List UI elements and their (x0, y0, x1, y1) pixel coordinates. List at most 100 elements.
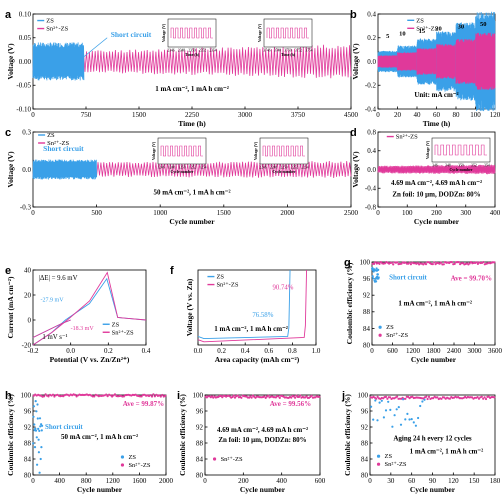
y-tick-label: 96 (196, 407, 204, 415)
data-point (113, 393, 117, 396)
data-point (370, 405, 373, 408)
data-point (161, 393, 164, 397)
y-tick-label: -0.3 (20, 203, 32, 211)
inset-tick-label: 1246 (157, 166, 164, 170)
data-point (372, 277, 375, 280)
data-point (483, 396, 486, 399)
inset-tick-label: 1252 (189, 166, 196, 170)
y-tick-label: 0.2 (367, 34, 376, 42)
legend-label: ZS (385, 453, 393, 460)
y-tick-label: 96 (24, 407, 32, 415)
y-axis-label: Coulombic efficiency (%) (6, 394, 15, 476)
x-tick-label: 1.0 (312, 347, 321, 355)
x-tick-label: 0 (376, 111, 380, 119)
x-axis-label: Time (h) (178, 119, 206, 128)
data-point (297, 395, 300, 399)
short-circuit-label: Short circuit (389, 273, 427, 281)
x-axis-label: Cycle number (410, 485, 456, 494)
data-point (264, 396, 267, 399)
x-tick-label: 0.4 (142, 347, 151, 355)
legend-label: Sn²⁺-ZS (128, 462, 150, 469)
y-tick-label: 0.0 (22, 166, 31, 174)
x-axis-label: Time (h) (423, 119, 451, 128)
y-tick-label: 0.3 (22, 128, 31, 136)
data-point (310, 394, 313, 397)
inset-series (160, 145, 203, 157)
x-axis-label: Cycle number (411, 355, 457, 364)
data-point (36, 417, 39, 420)
x-tick-label: 1000 (153, 209, 168, 217)
data-point (150, 395, 154, 398)
data-point (374, 399, 377, 402)
data-point (414, 424, 417, 427)
condition-label: Zn foil: 10 μm, DODZn: 80% (392, 191, 480, 199)
inset-tick-label: 348 (445, 164, 451, 168)
data-point (482, 261, 485, 264)
x-tick-label: 4500 (344, 111, 359, 119)
data-point (318, 395, 321, 398)
legend-marker (378, 325, 382, 329)
x-tick-label: 0 (31, 111, 35, 119)
panel-label: g (344, 257, 351, 269)
data-point (35, 436, 38, 439)
data-point (371, 266, 374, 270)
y-tick-label: 20 (24, 291, 32, 299)
series-line (32, 271, 147, 346)
data-point (32, 415, 35, 418)
y-axis-label: Coulombic efficiency (%) (343, 394, 352, 476)
data-point (32, 405, 36, 408)
x-tick-label: 150 (469, 477, 480, 485)
data-point (477, 397, 481, 400)
legend-label: Sn²⁺-ZS (396, 134, 418, 141)
x-tick-label: 400 (276, 477, 287, 485)
data-point (408, 261, 411, 264)
condition-label: 4.69 mA cm⁻², 4.69 mA h cm⁻² (391, 179, 482, 187)
y-tick-label: 100 (358, 391, 369, 399)
condition-label: 1 mA cm⁻², 1 mA h cm⁻² (410, 447, 484, 455)
data-point (427, 395, 431, 398)
data-point (373, 262, 376, 265)
ave-label: Ave = 99.56% (270, 400, 311, 408)
legend-marker (376, 462, 381, 466)
panel-d: 0 100 200 300 400 -0.8 -0.4 0.0 0.4 0.8 Cycle numb… (350, 127, 501, 226)
inset-tick-label: 2254 (301, 166, 308, 170)
data-point (450, 261, 453, 264)
x-tick-label: 400 (54, 477, 65, 485)
plot-frame (204, 394, 321, 476)
panel-f: 0.0 0.2 0.4 0.6 0.8 1.0 Area capacity (mAh cm⁻… (170, 265, 321, 364)
condition-label: Zn foil: 10 μm, DODZn: 80% (218, 436, 306, 444)
y-axis-label: Current (mA cm⁻²) (6, 276, 15, 338)
legend-label: Sn²⁺-ZS (216, 282, 238, 289)
legend-label: ZS (112, 321, 120, 328)
condition-label: 50 mA cm⁻², 1 mA h cm⁻² (153, 189, 230, 197)
y-tick-label: 80 (363, 341, 371, 349)
data-point (433, 261, 436, 264)
panel-g: 0 600 1200 1800 2400 3000 3600 80 84 88 92 96 100 Cyc… (344, 257, 503, 364)
x-tick-label: 0 (368, 477, 372, 485)
data-point (400, 262, 403, 265)
data-point (410, 418, 413, 421)
short-circuit-label: Short circuit (111, 30, 152, 39)
inset-xlabel: Cycle number (450, 168, 473, 172)
legend-label: Sn²⁺-ZS (47, 140, 69, 147)
data-point (38, 429, 41, 432)
data-point (440, 397, 443, 400)
data-point (375, 397, 378, 400)
data-point (159, 395, 162, 398)
data-point (390, 261, 393, 264)
data-point (34, 429, 38, 432)
legend-label: ZS (46, 18, 54, 25)
x-tick-label: 2000 (159, 477, 174, 485)
y-tick-label: 96 (361, 407, 369, 415)
x-tick-label: 0 (376, 209, 380, 217)
legend-label: Sn²⁺-ZS (386, 332, 408, 339)
data-point (39, 425, 42, 428)
y-tick-label: 0.4 (367, 147, 376, 155)
x-tick-label: 600 (387, 347, 398, 355)
x-tick-label: 1500 (132, 111, 147, 119)
panel-label: f (170, 265, 174, 277)
data-point (375, 267, 378, 270)
inset-tick-label: 2354 (209, 49, 216, 53)
data-point (453, 262, 456, 265)
